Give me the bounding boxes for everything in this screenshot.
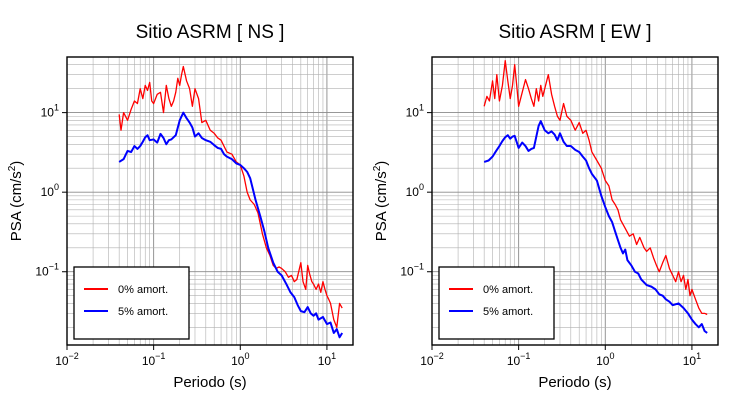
x-tick-exponent: −1 — [155, 351, 165, 361]
y-tick-exponent: 1 — [54, 103, 59, 113]
y-tick-exponent: −1 — [414, 262, 424, 272]
x-tick-base: 10 — [683, 354, 697, 368]
y-tick-exponent: 1 — [419, 103, 424, 113]
x-tick-label: 10−1 — [507, 351, 531, 368]
x-tick-base: 10 — [596, 354, 610, 368]
y-tick-base: 10 — [400, 265, 414, 279]
x-tick-label: 101 — [683, 351, 701, 368]
grid — [67, 57, 353, 345]
series-group — [118, 65, 344, 339]
x-tick-base: 10 — [507, 354, 521, 368]
legend-label: 5% amort. — [118, 306, 168, 318]
series-line-blue — [483, 120, 708, 334]
x-tick-exponent: 1 — [696, 351, 701, 361]
series-line-red — [118, 65, 343, 328]
legend-label: 5% amort. — [483, 306, 533, 318]
legend: 0% amort. 5% amort. — [73, 266, 190, 340]
y-label-superscript: 2 — [7, 165, 18, 171]
y-tick-exponent: 0 — [54, 182, 59, 192]
y-tick-exponent: −1 — [49, 262, 59, 272]
x-tick-label: 10−2 — [55, 351, 79, 368]
chart-title: Sitio ASRM [ NS ] — [136, 22, 285, 43]
x-axis-label: Periodo (s) — [538, 374, 611, 391]
x-tick-base: 10 — [142, 354, 156, 368]
x-tick-exponent: 0 — [244, 351, 249, 361]
legend-label: 0% amort. — [483, 284, 533, 296]
y-tick-base: 10 — [406, 185, 420, 199]
y-label-base: PSA (cm/s — [373, 171, 390, 241]
y-tick-label: 10−1 — [400, 262, 424, 279]
x-tick-label: 10−1 — [142, 351, 166, 368]
y-tick-base: 10 — [35, 265, 49, 279]
y-tick-base: 10 — [41, 185, 55, 199]
y-tick-label: 100 — [41, 182, 59, 199]
y-tick-label: 101 — [406, 103, 424, 120]
y-tick-base: 10 — [41, 106, 55, 120]
x-tick-exponent: 1 — [331, 351, 336, 361]
y-label-tail: ) — [8, 161, 25, 166]
y-tick-label: 101 — [41, 103, 59, 120]
legend-box — [438, 266, 555, 340]
x-tick-label: 101 — [318, 351, 336, 368]
series-group — [483, 59, 708, 334]
y-axis-label: PSA (cm/s2) — [372, 161, 390, 242]
y-axis-label: PSA (cm/s2) — [7, 161, 25, 242]
x-tick-label: 10−2 — [420, 351, 444, 368]
plot-frame — [431, 56, 719, 346]
x-tick-label: 100 — [596, 351, 614, 368]
chart-title: Sitio ASRM [ EW ] — [498, 22, 651, 43]
x-tick-label: 100 — [231, 351, 249, 368]
series-line-blue — [118, 111, 344, 339]
y-tick-label: 10−1 — [35, 262, 59, 279]
y-tick-label: 100 — [406, 182, 424, 199]
y-tick-base: 10 — [406, 106, 420, 120]
x-tick-exponent: −1 — [520, 351, 530, 361]
x-tick-base: 10 — [318, 354, 332, 368]
x-tick-base: 10 — [231, 354, 245, 368]
x-tick-exponent: −2 — [434, 351, 444, 361]
plot-frame — [66, 56, 354, 346]
y-label-tail: ) — [373, 161, 390, 166]
y-label-superscript: 2 — [372, 165, 383, 171]
legend-label: 0% amort. — [118, 284, 168, 296]
x-tick-base: 10 — [420, 354, 434, 368]
legend-box — [73, 266, 190, 340]
legend: 0% amort. 5% amort. — [438, 266, 555, 340]
x-tick-exponent: 0 — [609, 351, 614, 361]
series-line-red — [483, 59, 708, 316]
y-label-base: PSA (cm/s — [8, 171, 25, 241]
x-tick-exponent: −2 — [69, 351, 79, 361]
x-axis-label: Periodo (s) — [173, 374, 246, 391]
y-tick-exponent: 0 — [419, 182, 424, 192]
x-tick-base: 10 — [55, 354, 69, 368]
